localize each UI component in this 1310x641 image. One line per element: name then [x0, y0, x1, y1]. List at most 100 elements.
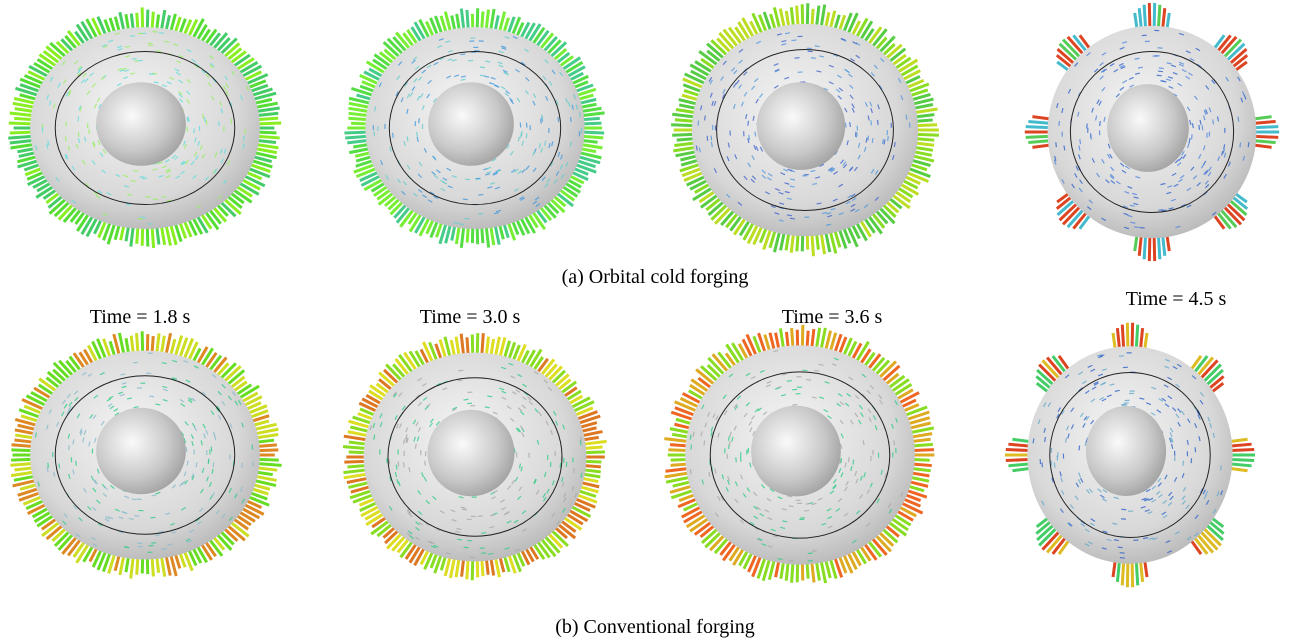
velocity-vector: [33, 61, 52, 75]
velocity-vector: [103, 19, 112, 34]
velocity-vector: [566, 65, 586, 78]
velocity-vector: [1255, 134, 1279, 139]
surface-vector: [1097, 355, 1103, 359]
surface-vector: [515, 427, 520, 433]
velocity-vector: [448, 558, 456, 579]
surface-vector: [861, 373, 867, 378]
surface-vector: [732, 82, 737, 88]
velocity-vector: [576, 159, 596, 169]
surface-vector: [514, 476, 519, 482]
surface-vector: [75, 533, 81, 538]
velocity-vector: [678, 103, 696, 110]
surface-vector: [228, 487, 232, 493]
surface-vector: [411, 59, 416, 64]
surface-vector: [770, 205, 776, 209]
surface-vector: [1173, 183, 1179, 188]
surface-vector: [1247, 142, 1250, 148]
velocity-vector: [498, 11, 507, 32]
surface-vector: [689, 434, 692, 440]
surface-vector: [1185, 75, 1191, 80]
velocity-vector: [1078, 34, 1091, 50]
surface-vector: [401, 405, 406, 411]
velocity-vector: [178, 18, 187, 34]
surface-vector: [858, 404, 863, 410]
velocity-vector: [226, 195, 243, 210]
surface-vector: [1078, 472, 1082, 478]
surface-vector: [717, 495, 721, 501]
surface-vector: [569, 141, 572, 147]
surface-vector: [1096, 353, 1102, 357]
velocity-vector: [882, 43, 896, 57]
velocity-vector: [805, 330, 810, 347]
surface-vector: [450, 509, 456, 513]
velocity-vector: [423, 551, 434, 570]
surface-vector: [188, 397, 193, 402]
velocity-vector: [908, 416, 931, 426]
surface-vector: [396, 479, 399, 485]
surface-vector: [206, 476, 210, 482]
velocity-vector: [542, 35, 558, 53]
velocity-vector: [465, 337, 470, 355]
velocity-vector: [824, 330, 833, 350]
surface-vector: [1090, 518, 1096, 522]
dome: [751, 405, 841, 497]
velocity-vector: [178, 552, 187, 568]
velocity-vector: [550, 369, 567, 385]
surface-vector: [1071, 183, 1075, 189]
velocity-vector: [742, 222, 755, 241]
velocity-vector: [465, 9, 470, 29]
surface-vector: [501, 47, 507, 50]
velocity-vector: [523, 215, 536, 234]
surface-vector: [224, 75, 229, 81]
surface-vector: [814, 369, 820, 372]
velocity-vector: [578, 93, 594, 101]
surface-vector: [780, 172, 786, 176]
surface-vector: [1208, 107, 1212, 113]
surface-vector: [211, 373, 217, 379]
velocity-vector: [531, 26, 546, 45]
surface-vector: [738, 48, 744, 53]
surface-vector: [514, 548, 520, 552]
surface-vector: [555, 99, 559, 105]
velocity-vector: [568, 394, 584, 405]
surface-vector: [905, 114, 908, 120]
surface-vector: [1179, 61, 1185, 65]
surface-vector: [544, 140, 547, 146]
surface-vector: [429, 422, 433, 428]
velocity-vector: [773, 231, 781, 253]
velocity-vector: [408, 350, 422, 369]
velocity-vector: [910, 163, 928, 172]
velocity-vector: [1008, 442, 1030, 448]
surface-vector: [835, 508, 841, 512]
surface-vector: [857, 154, 861, 160]
surface-vector: [545, 420, 549, 426]
surface-vector: [211, 468, 214, 475]
surface-vector: [573, 94, 576, 100]
surface-vector: [844, 402, 850, 407]
velocity-vector: [9, 130, 32, 135]
velocity-vector: [550, 529, 569, 548]
velocity-vector: [33, 386, 52, 400]
surface-vector: [178, 54, 184, 59]
surface-vector: [174, 155, 179, 161]
dome: [96, 407, 186, 495]
velocity-vector: [732, 548, 745, 566]
velocity-vector: [356, 93, 372, 101]
surface-vector: [1130, 221, 1136, 224]
velocity-vector: [727, 26, 743, 45]
velocity-vector: [1061, 205, 1081, 226]
surface-vector: [159, 32, 165, 35]
surface-vector: [1102, 530, 1108, 534]
velocity-vector: [255, 427, 279, 436]
surface-vector: [212, 78, 217, 83]
surface-vector: [451, 59, 457, 62]
surface-vector: [838, 183, 844, 188]
velocity-vector: [915, 141, 935, 147]
surface-vector: [196, 521, 202, 526]
velocity-vector: [1231, 447, 1255, 452]
surface-vector: [162, 165, 168, 169]
surface-vector: [463, 398, 469, 401]
surface-vector: [783, 168, 789, 172]
velocity-vector: [731, 342, 745, 362]
surface-vector: [1123, 226, 1130, 230]
